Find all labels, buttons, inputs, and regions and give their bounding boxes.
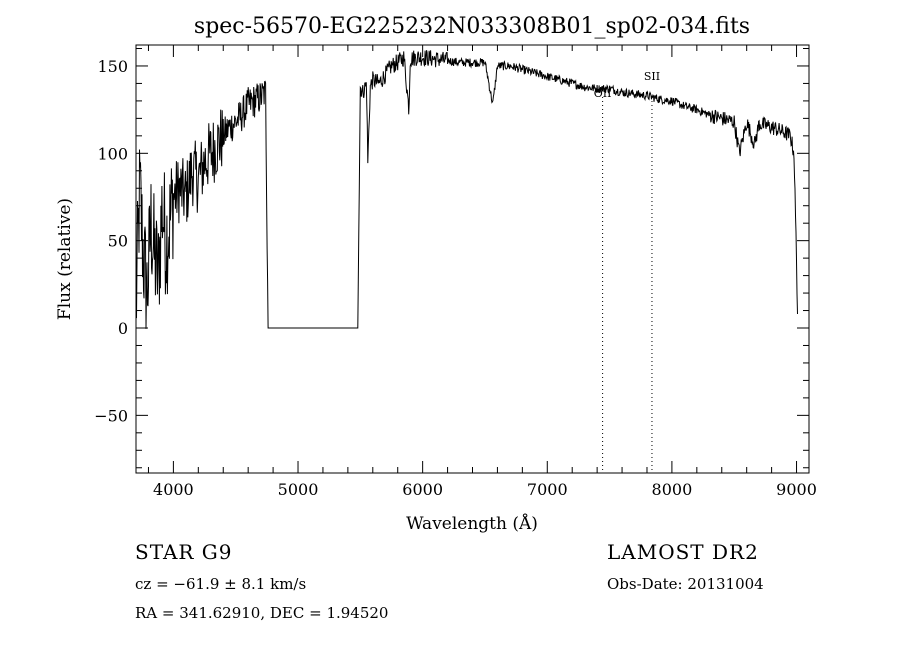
plot-frame	[135, 44, 810, 474]
x-tick-label: 7000	[527, 480, 568, 499]
axis-ticks	[136, 45, 809, 473]
redshift-velocity: cz = −61.9 ± 8.1 km/s	[135, 575, 307, 593]
y-tick-label: 150	[97, 57, 128, 76]
ra-dec-coordinates: RA = 341.62910, DEC = 1.94520	[135, 604, 389, 622]
y-tick-label: 0	[118, 319, 128, 338]
chart-title: spec-56570-EG225232N033308B01_sp02-034.f…	[194, 14, 750, 39]
axis-tick-labels: 4000 5000 6000 7000 8000 9000 −50 0 50 100 150	[94, 57, 817, 499]
y-axis-label: Flux (relative)	[55, 198, 75, 320]
x-tick-label: 6000	[402, 480, 443, 499]
object-class: STAR G9	[135, 540, 233, 564]
x-tick-label: 9000	[776, 480, 817, 499]
spectrum-line	[135, 50, 798, 329]
y-tick-label: 50	[108, 232, 128, 251]
y-tick-label: 100	[97, 144, 128, 163]
observation-date: Obs-Date: 20131004	[607, 575, 764, 593]
survey-name: LAMOST DR2	[607, 540, 759, 564]
x-tick-label: 5000	[278, 480, 319, 499]
x-tick-label: 8000	[652, 480, 693, 499]
y-tick-label: −50	[94, 406, 128, 425]
x-axis-label: Wavelength (Å)	[406, 513, 538, 534]
line-marker-label: SII	[644, 70, 660, 83]
x-tick-label: 4000	[153, 480, 194, 499]
